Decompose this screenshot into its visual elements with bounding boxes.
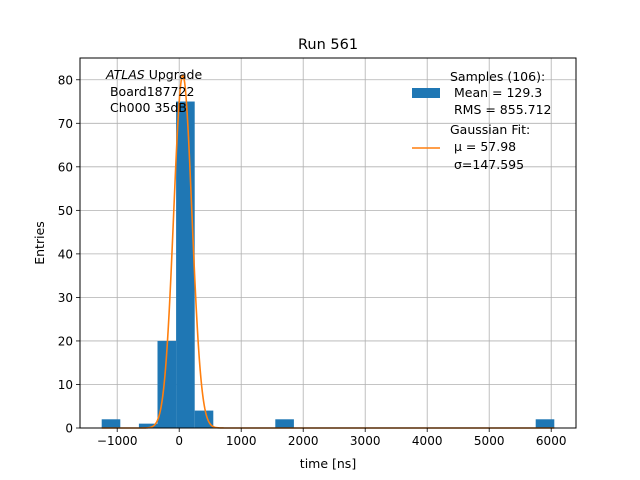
x-tick-label: 5000 (474, 434, 505, 448)
y-tick-label: 10 (58, 378, 73, 392)
y-tick-label: 60 (58, 160, 73, 174)
legend-fit-name: Gaussian Fit: (450, 122, 530, 137)
annotation-line-1: ATLAS Upgrade (105, 67, 202, 82)
y-tick-label: 50 (58, 204, 73, 218)
legend-fit-mu: μ = 57.98 (450, 139, 516, 154)
histogram-bar (275, 419, 294, 428)
x-axis-label: time [ns] (300, 456, 356, 471)
x-tick-label: −1000 (97, 434, 138, 448)
annotation-upgrade: Upgrade (145, 67, 203, 82)
x-tick-label: 4000 (412, 434, 443, 448)
plot-frame (79, 57, 577, 429)
y-tick-label: 0 (65, 422, 73, 436)
histogram-bar (157, 340, 177, 428)
y-tick-label: 80 (58, 73, 73, 87)
y-axis-ticks: 0 10 20 30 40 50 60 70 80 (58, 73, 80, 436)
histogram-bar (101, 419, 121, 428)
atlas-annotation: ATLAS Upgrade Board187722 Ch000 35dB (105, 67, 202, 115)
annotation-line-2: Board187722 (106, 84, 194, 99)
annotation-atlas-italic: ATLAS (105, 67, 145, 82)
x-tick-label: 0 (175, 434, 183, 448)
x-tick-label: 3000 (350, 434, 381, 448)
legend: Samples (106): Mean = 129.3 RMS = 855.71… (412, 69, 552, 172)
histogram-bar (138, 423, 158, 428)
legend-fit-sigma: σ=147.595 (450, 157, 524, 172)
x-axis-ticks: −1000 0 1000 2000 3000 4000 5000 6000 (97, 428, 567, 448)
legend-histogram-mean: Mean = 129.3 (450, 85, 542, 100)
histogram-bar (535, 419, 555, 428)
x-tick-label: 1000 (226, 434, 257, 448)
x-tick-label: 6000 (536, 434, 567, 448)
legend-histogram-rms: RMS = 855.712 (450, 102, 552, 117)
histogram-bar (176, 101, 195, 428)
y-tick-label: 30 (58, 291, 73, 305)
x-tick-label: 2000 (288, 434, 319, 448)
chart-title: Run 561 (298, 37, 358, 53)
annotation-line-3: Ch000 35dB (106, 100, 187, 115)
y-axis-label: Entries (32, 221, 47, 265)
legend-histogram-name: Samples (106): (450, 69, 545, 84)
y-tick-label: 40 (58, 247, 73, 261)
y-tick-label: 20 (58, 334, 73, 348)
legend-histogram-swatch (412, 88, 440, 98)
y-tick-label: 70 (58, 117, 73, 131)
histogram-bar (194, 410, 214, 428)
